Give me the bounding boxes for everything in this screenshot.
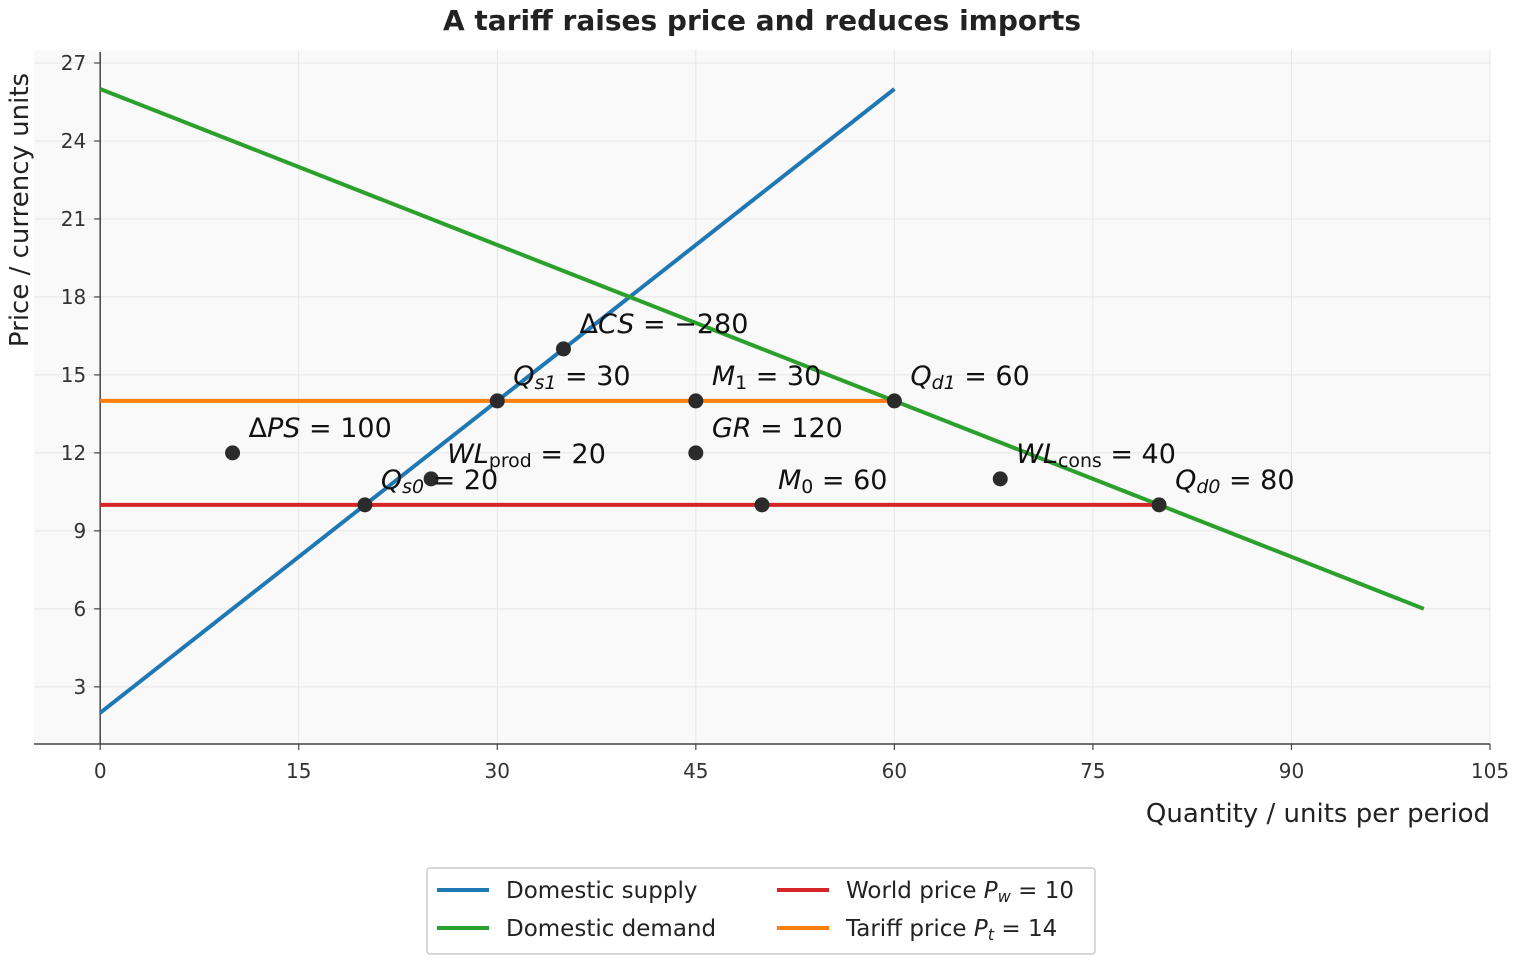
chart-title: A tariff raises price and reduces import… xyxy=(443,4,1081,37)
annotation-label: Qs1 = 30 xyxy=(513,361,630,394)
annotation-label-part: = 100 xyxy=(300,413,391,444)
legend-entry-part: w xyxy=(998,887,1012,906)
annotation-points xyxy=(225,341,1167,513)
legend-entry-part: Tariff price xyxy=(845,916,974,942)
x-tick-label: 60 xyxy=(882,759,907,783)
annotation-point xyxy=(992,471,1008,487)
annotation-label: GR = 120 xyxy=(712,413,843,444)
legend-entry-part: = 10 xyxy=(1011,878,1074,904)
x-tick-label: 0 xyxy=(94,759,107,783)
annotation-point xyxy=(225,445,241,461)
annotation-label-part: = 30 xyxy=(556,361,630,392)
y-tick-label: 6 xyxy=(73,597,86,621)
y-tick-label: 27 xyxy=(61,51,86,75)
series-line-domestic-demand xyxy=(99,87,1425,611)
annotation-label-part: Q xyxy=(513,361,534,392)
legend-entry: Domestic supply xyxy=(506,878,697,904)
legend-entry-part: Domestic demand xyxy=(506,916,716,942)
annotation-label-part: = 30 xyxy=(747,361,821,392)
legend-entry-part: P xyxy=(984,878,998,904)
annotation-label-part: 1 xyxy=(735,372,747,394)
annotation-label-part: PS xyxy=(267,413,300,444)
annotation-label-part: d0 xyxy=(1196,476,1220,498)
annotation-label: M1 = 30 xyxy=(712,361,821,394)
annotation-label: Qd1 = 60 xyxy=(910,361,1029,394)
annotation-label-part: prod xyxy=(489,450,532,472)
x-tick-label: 45 xyxy=(683,759,708,783)
annotation-label-part: GR xyxy=(712,413,752,444)
y-tick-label: 9 xyxy=(73,519,86,543)
legend-entry: Tariff price Pt = 14 xyxy=(845,916,1057,944)
annotation-label-part: = 60 xyxy=(813,465,887,496)
annotation-label-part: = 60 xyxy=(956,361,1030,392)
annotation-label-part: = −280 xyxy=(634,309,748,340)
x-tick-label: 75 xyxy=(1080,759,1105,783)
annotation-label-part: = 20 xyxy=(424,465,498,496)
annotation-label: Qd0 = 80 xyxy=(1175,465,1294,498)
annotation-label-part: = 20 xyxy=(532,439,606,470)
annotation-point xyxy=(423,471,439,487)
annotation-label-part: Q xyxy=(1175,465,1196,496)
y-axis-ticks: 3 6 9 12 15 18 21 24 27 xyxy=(61,51,101,699)
x-axis-ticks: 0 15 30 45 60 75 90 105 xyxy=(94,744,1509,783)
annotation-label-part: d1 xyxy=(932,372,956,394)
annotation-point xyxy=(357,497,373,513)
annotation-point xyxy=(489,393,505,409)
annotation-point xyxy=(886,393,902,409)
annotation-label-part: WL xyxy=(447,439,489,470)
annotation-label: ΔPS = 100 xyxy=(249,413,392,444)
annotation-label-part: CS xyxy=(598,309,635,340)
annotation-label-part: Q xyxy=(381,465,402,496)
annotation-label-part: M xyxy=(778,465,801,496)
x-axis-label: Quantity / units per period xyxy=(1146,799,1490,829)
annotation-label-part: = 80 xyxy=(1220,465,1294,496)
annotation-point xyxy=(688,445,704,461)
annotation-label: Qs0 = 20 xyxy=(381,465,498,498)
annotation-label-part: Δ xyxy=(579,309,598,340)
legend-entry-part: World price xyxy=(846,878,984,904)
x-tick-label: 30 xyxy=(485,759,510,783)
legend-entry: World price Pw = 10 xyxy=(846,878,1074,906)
annotation-point xyxy=(754,497,770,513)
y-tick-label: 15 xyxy=(61,363,86,387)
legend-entry: Domestic demand xyxy=(506,916,716,942)
y-tick-label: 21 xyxy=(61,207,86,231)
annotation-label-part: WL xyxy=(1016,439,1058,470)
annotation-label-part: cons xyxy=(1058,450,1102,472)
legend-entry-part: t xyxy=(988,925,995,944)
y-axis-label: Price / currency units xyxy=(5,73,35,347)
y-tick-label: 12 xyxy=(61,441,86,465)
x-tick-label: 105 xyxy=(1471,759,1509,783)
annotation-label-part: M xyxy=(712,361,735,392)
annotation-point xyxy=(555,341,571,357)
annotation-label: WLcons = 40 xyxy=(1016,439,1176,472)
annotation-label: M0 = 60 xyxy=(778,465,887,498)
annotation-label-part: = 40 xyxy=(1102,439,1176,470)
annotation-label: WLprod = 20 xyxy=(447,439,606,472)
annotation-label-part: = 120 xyxy=(752,413,843,444)
annotation-label-part: Q xyxy=(910,361,931,392)
grid xyxy=(34,50,1491,744)
legend-entry-part: P xyxy=(974,916,988,942)
annotation-point xyxy=(1151,497,1167,513)
plot-background xyxy=(34,50,1490,744)
axes xyxy=(34,52,1490,745)
annotation-label-part: Δ xyxy=(249,413,268,444)
legend: Domestic supply Domestic demand World pric… xyxy=(426,867,1096,955)
y-tick-label: 24 xyxy=(61,129,86,153)
y-tick-label: 18 xyxy=(61,285,86,309)
legend-box xyxy=(426,867,1096,955)
annotation-label-part: s0 xyxy=(402,476,424,498)
annotation-label-part: s1 xyxy=(535,372,557,394)
annotation-label-part: 0 xyxy=(801,476,813,498)
x-tick-label: 15 xyxy=(286,759,311,783)
annotation-point xyxy=(688,393,704,409)
legend-entry-part: Domestic supply xyxy=(506,878,697,904)
x-tick-label: 90 xyxy=(1279,759,1304,783)
y-tick-label: 3 xyxy=(73,675,86,699)
legend-entry-part: = 14 xyxy=(994,916,1057,942)
annotation-label: ΔCS = −280 xyxy=(579,309,748,340)
